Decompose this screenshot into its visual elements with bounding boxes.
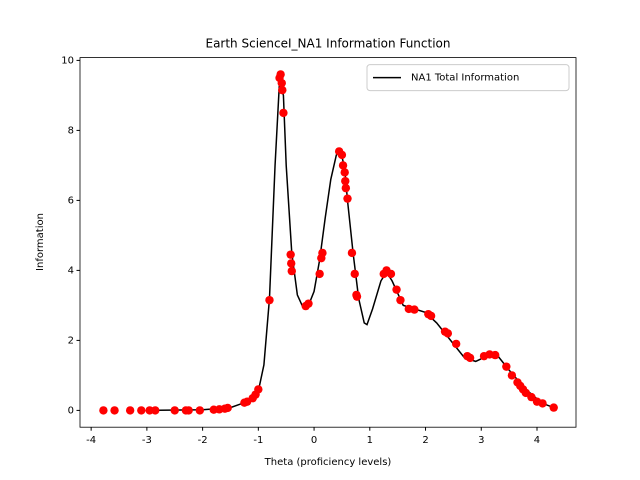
scatter-point bbox=[343, 194, 352, 203]
scatter-point bbox=[451, 339, 461, 349]
scatter-point bbox=[254, 385, 263, 394]
scatter-point bbox=[279, 108, 288, 118]
scatter-point bbox=[223, 403, 232, 413]
scatter-point bbox=[392, 285, 401, 294]
scatter-point bbox=[341, 176, 350, 186]
x-tick-label: -3 bbox=[142, 435, 152, 446]
scatter-point bbox=[318, 248, 327, 258]
x-tick-label: 1 bbox=[367, 435, 373, 446]
x-axis-label: Theta (proficiency levels) bbox=[264, 457, 392, 468]
scatter-point bbox=[151, 406, 160, 415]
x-tick-label: 0 bbox=[311, 435, 317, 446]
y-tick-label: 10 bbox=[61, 55, 74, 66]
scatter-point bbox=[352, 292, 362, 301]
scatter-point bbox=[304, 299, 313, 308]
scatter-point bbox=[490, 350, 500, 360]
y-tick-label: 0 bbox=[68, 405, 74, 416]
scatter-point bbox=[315, 269, 324, 279]
scatter-point bbox=[538, 399, 547, 408]
scatter-point bbox=[341, 183, 351, 193]
scatter-point bbox=[125, 406, 135, 415]
scatter-point bbox=[287, 259, 296, 268]
x-tick-label: -1 bbox=[253, 435, 263, 446]
plot-frame bbox=[79, 57, 577, 428]
scatter-point bbox=[507, 371, 517, 380]
scatter-point bbox=[426, 311, 436, 321]
y-tick-label: 2 bbox=[68, 335, 74, 346]
y-tick-label: 4 bbox=[68, 265, 74, 276]
scatter-point bbox=[276, 70, 285, 79]
scatter-point bbox=[286, 250, 295, 259]
x-tick-label: 2 bbox=[422, 435, 428, 446]
y-tick-label: 6 bbox=[68, 195, 74, 206]
scatter-point bbox=[350, 269, 359, 279]
legend-box bbox=[366, 64, 570, 92]
y-axis-label: Information bbox=[35, 213, 46, 271]
scatter-point bbox=[502, 362, 511, 371]
scatter-point bbox=[337, 150, 347, 160]
scatter-point bbox=[99, 406, 108, 415]
scatter-point bbox=[410, 305, 419, 314]
legend-label: NA1 Total Information bbox=[411, 73, 519, 84]
scatter-point bbox=[278, 85, 287, 95]
scatter-point bbox=[386, 269, 396, 279]
scatter-point bbox=[443, 329, 453, 338]
scatter-point bbox=[396, 295, 405, 305]
scatter-point bbox=[195, 406, 205, 415]
scatter-point bbox=[549, 403, 558, 412]
scatter-point bbox=[338, 161, 348, 170]
scatter-point bbox=[137, 406, 146, 415]
x-tick-label: -4 bbox=[86, 435, 96, 446]
scatter-point bbox=[527, 392, 536, 402]
x-tick-label: 4 bbox=[534, 435, 540, 446]
x-tick-label: -2 bbox=[198, 435, 208, 446]
x-tick-label: 3 bbox=[478, 435, 484, 446]
scatter-point bbox=[110, 406, 119, 415]
scatter-point bbox=[340, 168, 349, 177]
scatter-point bbox=[465, 353, 475, 363]
line-series bbox=[146, 81, 554, 412]
scatter-point bbox=[265, 295, 274, 305]
scatter-point bbox=[184, 406, 193, 415]
scatter-point bbox=[277, 78, 286, 88]
y-tick-label: 8 bbox=[68, 125, 74, 136]
scatter-point bbox=[170, 406, 179, 415]
chart-title: Earth ScienceI_NA1 Information Function bbox=[205, 37, 450, 51]
scatter-point bbox=[287, 266, 296, 276]
scatter-point bbox=[347, 248, 357, 258]
